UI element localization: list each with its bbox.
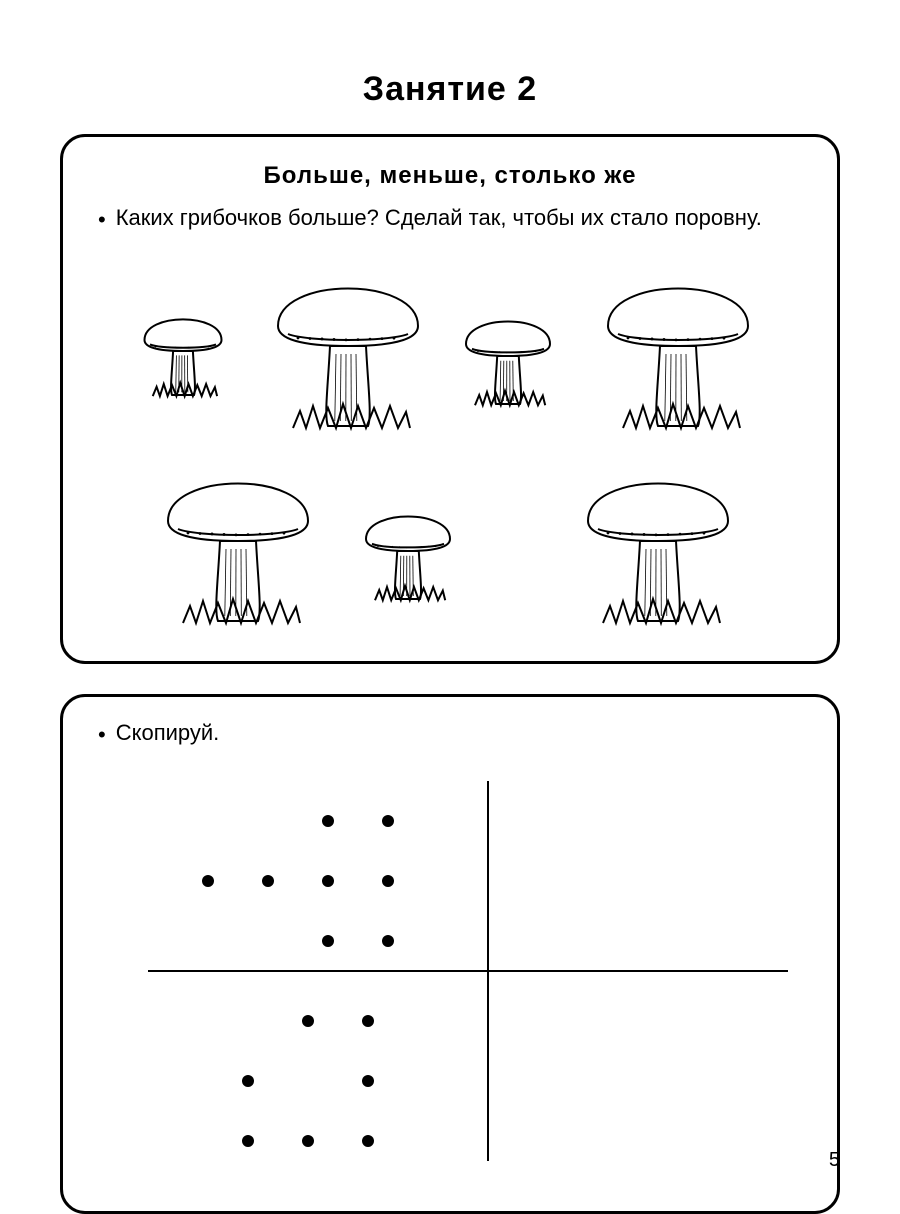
- copy-dot-grid: [88, 761, 812, 1186]
- panel1-instruction: Каких грибочков больше? Сделай так, чтоб…: [116, 202, 762, 234]
- panel1-instruction-line: • Каких грибочков больше? Сделай так, чт…: [98, 202, 812, 236]
- page-title: Занятие 2: [60, 70, 840, 109]
- panel-copy: • Скопируй.: [60, 694, 840, 1214]
- page-number: 5: [829, 1149, 840, 1172]
- panel2-instruction: Скопируй.: [116, 717, 220, 749]
- panel2-instruction-line: • Скопируй.: [98, 717, 812, 751]
- panel1-heading: Больше, меньше, столько же: [88, 162, 812, 190]
- panel-mushrooms: Больше, меньше, столько же • Каких грибо…: [60, 134, 840, 664]
- bullet-icon: •: [98, 204, 106, 236]
- bullet-icon: •: [98, 719, 106, 751]
- mushroom-illustration: [88, 251, 812, 636]
- worksheet-page: Занятие 2 Больше, меньше, столько же • К…: [0, 0, 900, 1200]
